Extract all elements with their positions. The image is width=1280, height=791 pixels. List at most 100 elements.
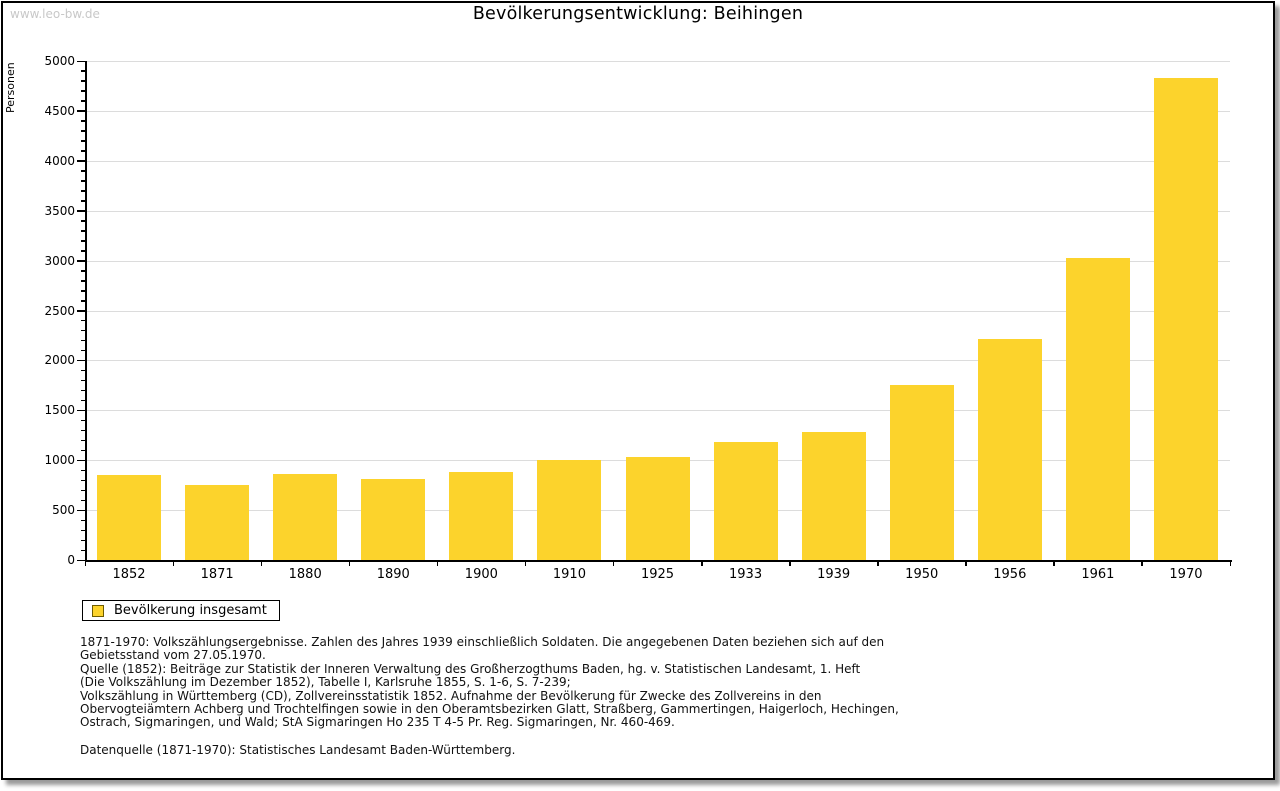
x-tick-label: 1950 <box>905 567 939 582</box>
y-minor-tick <box>81 220 85 222</box>
y-major-tick <box>77 459 85 462</box>
legend-color-swatch <box>92 604 104 617</box>
x-tick-label: 1852 <box>112 567 146 582</box>
chart-title: Bevölkerungsentwicklung: Beihingen <box>472 4 804 24</box>
footnotes-block: 1871-1970: Volkszählungsergebnisse. Zahl… <box>80 635 940 730</box>
x-boundary-tick <box>436 560 439 566</box>
y-axis-label: Personen <box>4 62 17 114</box>
bar-1970 <box>1153 78 1218 560</box>
bar-1871 <box>185 485 250 560</box>
y-minor-tick <box>81 100 85 102</box>
y-minor-tick <box>81 280 85 282</box>
y-minor-tick <box>81 170 85 172</box>
footnote-line: Ostrach, Sigmaringen, und Wald; StA Sigm… <box>80 715 675 730</box>
y-minor-tick <box>81 399 85 402</box>
x-axis-line <box>85 560 1232 562</box>
x-boundary-tick <box>348 560 351 566</box>
gridline <box>87 260 1230 262</box>
y-minor-tick <box>81 419 85 422</box>
y-minor-tick <box>81 529 85 532</box>
x-tick-label: 1933 <box>729 567 763 582</box>
x-boundary-tick <box>701 560 703 566</box>
x-tick-label: 1939 <box>817 567 851 582</box>
y-minor-tick <box>81 200 85 202</box>
bar-1961 <box>1065 258 1130 560</box>
x-tick-label: 1961 <box>1081 567 1115 582</box>
y-major-tick <box>77 310 85 312</box>
footnote-line: Quelle (1852): Beiträge zur Statistik de… <box>80 661 861 676</box>
y-major-tick <box>77 509 85 512</box>
x-tick-label: 1900 <box>464 567 498 582</box>
x-boundary-tick <box>524 560 527 566</box>
x-tick-label: 1880 <box>288 567 322 582</box>
bar-1933 <box>713 441 778 560</box>
footnote-line: (Die Volkszählung im Dezember 1852), Tab… <box>80 675 571 690</box>
y-minor-tick <box>81 329 85 332</box>
x-boundary-tick <box>172 560 175 566</box>
y-minor-tick <box>81 240 85 242</box>
y-minor-tick <box>81 389 85 392</box>
y-tick-label: 3500 <box>44 203 75 218</box>
y-minor-tick <box>81 120 85 122</box>
y-tick-label: 4500 <box>44 103 75 118</box>
y-minor-tick <box>81 539 85 542</box>
gridline <box>87 61 1230 62</box>
footnote-line: Volkszählung in Württemberg (CD), Zollve… <box>80 688 822 703</box>
gridline <box>87 310 1230 312</box>
y-tick-label: 1500 <box>44 403 75 418</box>
legend: Bevölkerung insgesamt <box>82 600 280 621</box>
gridline <box>87 210 1230 212</box>
y-axis-line <box>85 61 87 562</box>
x-tick-label: 1956 <box>993 567 1027 582</box>
y-tick-label: 4000 <box>44 153 75 168</box>
x-boundary-tick <box>877 560 879 566</box>
bar-1890 <box>361 479 426 560</box>
y-tick-label: 3000 <box>44 253 75 268</box>
footnote-line: Obervogteiämtern Achberg und Trochtelfin… <box>80 702 899 717</box>
y-minor-tick <box>81 339 85 342</box>
x-tick-label: 1925 <box>640 567 675 582</box>
gridline <box>87 360 1230 362</box>
gridline <box>87 410 1230 412</box>
y-minor-tick <box>81 80 85 82</box>
datasource-line: Datenquelle (1871-1970): Statistisches L… <box>80 743 516 757</box>
y-major-tick <box>77 210 85 212</box>
x-boundary-tick <box>789 560 791 566</box>
bar-1880 <box>273 473 338 560</box>
x-boundary-tick <box>260 560 263 566</box>
y-tick-label: 500 <box>52 503 75 518</box>
y-minor-tick <box>81 90 85 92</box>
y-minor-tick <box>81 379 85 382</box>
y-minor-tick <box>81 190 85 192</box>
y-minor-tick <box>81 150 85 152</box>
bar-1910 <box>537 460 602 560</box>
x-boundary-tick <box>965 560 967 566</box>
y-minor-tick <box>81 549 85 552</box>
y-tick-label: 1000 <box>44 453 75 468</box>
y-minor-tick <box>81 250 85 252</box>
x-tick-label: 1890 <box>376 567 410 582</box>
y-minor-tick <box>81 449 85 452</box>
y-minor-tick <box>81 439 85 442</box>
x-boundary-tick <box>1141 560 1143 566</box>
footnote-line: 1871-1970: Volkszählungsergebnisse. Zahl… <box>80 635 885 649</box>
x-boundary-tick <box>1229 560 1231 566</box>
y-major-tick <box>77 110 85 112</box>
y-minor-tick <box>81 130 85 132</box>
y-major-tick <box>77 260 85 262</box>
bar-1956 <box>977 339 1042 560</box>
y-minor-tick <box>81 300 85 302</box>
bar-1950 <box>889 384 954 560</box>
y-minor-tick <box>81 140 85 142</box>
x-tick-label: 1970 <box>1169 567 1203 582</box>
y-minor-tick <box>81 519 85 522</box>
bar-1939 <box>801 431 866 560</box>
x-tick-label: 1910 <box>552 567 586 582</box>
gridline <box>87 160 1230 162</box>
y-major-tick <box>77 60 85 62</box>
y-minor-tick <box>81 469 85 472</box>
y-minor-tick <box>81 230 85 232</box>
y-minor-tick <box>81 349 85 352</box>
bar-1925 <box>625 457 690 560</box>
